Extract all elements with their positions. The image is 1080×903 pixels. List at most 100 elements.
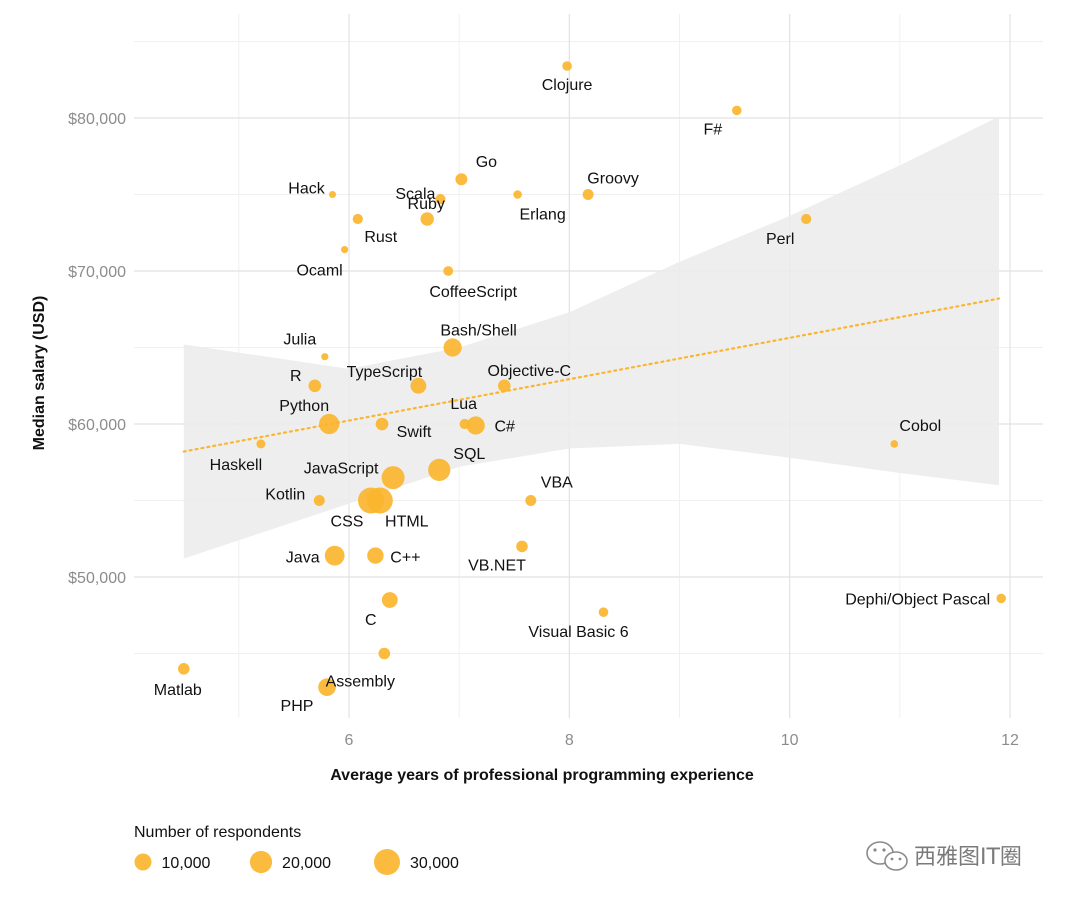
data-point	[455, 173, 468, 186]
point-label: Clojure	[542, 77, 593, 94]
point-label: JavaScript	[304, 461, 379, 478]
grid-major	[134, 14, 1043, 718]
data-point	[318, 678, 336, 696]
data-point	[443, 266, 454, 276]
y-tick-label: $60,000	[68, 417, 126, 434]
data-point	[801, 213, 812, 225]
data-point	[410, 377, 427, 394]
point-label: C	[365, 612, 377, 629]
size-legend: Number of respondents 10,000 20,000 30,000	[134, 824, 459, 875]
data-point	[732, 105, 742, 116]
x-tick-label: 12	[1001, 732, 1019, 749]
data-point	[513, 190, 522, 199]
confidence-band	[183, 116, 1000, 559]
point-label: Perl	[766, 231, 794, 248]
y-tick-label: $80,000	[68, 111, 126, 128]
data-point	[381, 592, 398, 608]
data-point	[366, 487, 393, 514]
data-point	[341, 246, 349, 254]
point-label: TypeScript	[347, 364, 423, 381]
point-label: Ocaml	[296, 263, 342, 280]
data-point	[890, 440, 899, 448]
x-tick-label: 10	[781, 732, 799, 749]
legend-title: Number of respondents	[134, 824, 301, 841]
point-label: Go	[476, 154, 497, 171]
point-label: Bash/Shell	[440, 323, 517, 340]
point-label: Haskell	[210, 457, 262, 474]
data-point	[435, 194, 446, 205]
point-label: Groovy	[587, 171, 639, 188]
legend-item-label: 20,000	[282, 855, 331, 872]
watermark-text: 西雅图IT圈	[914, 845, 1022, 870]
point-label: F#	[703, 121, 722, 138]
point-label: SQL	[453, 446, 485, 463]
data-point	[329, 191, 336, 198]
legend-swatch	[249, 850, 273, 874]
data-point	[516, 540, 528, 553]
data-point	[582, 189, 594, 200]
data-point	[319, 413, 340, 435]
data-point	[443, 338, 462, 357]
x-tick-label: 6	[345, 732, 354, 749]
data-point	[466, 416, 485, 435]
point-label: Objective-C	[488, 363, 572, 380]
data-point	[375, 417, 389, 431]
data-point	[256, 439, 266, 449]
watermark: 西雅图IT圈	[866, 841, 1022, 871]
wechat-icon	[866, 841, 908, 871]
y-axis-title: Median salary (USD)	[31, 296, 48, 451]
data-point	[313, 495, 325, 506]
point-label: C++	[390, 550, 420, 567]
point-label: Java	[286, 550, 320, 567]
data-point	[321, 353, 329, 361]
point-label: Scala	[395, 186, 435, 203]
data-point	[378, 647, 391, 660]
x-axis-ticks: 6 8 10 12	[345, 732, 1019, 749]
point-label: CSS	[331, 514, 364, 531]
point-label: Cobol	[899, 418, 941, 435]
data-point	[308, 379, 322, 393]
point-label: VB.NET	[468, 557, 526, 574]
legend-swatch	[134, 853, 152, 871]
legend-swatch	[374, 849, 400, 875]
data-point	[598, 607, 609, 617]
point-label: VBA	[541, 475, 573, 492]
legend-item-label: 30,000	[410, 855, 459, 872]
data-point	[420, 212, 434, 226]
point-label: Visual Basic 6	[528, 624, 628, 641]
point-label: Ruby	[408, 196, 445, 213]
data-point	[381, 466, 405, 490]
point-label: Python	[279, 398, 329, 415]
data-point	[352, 213, 363, 225]
point-label: R	[290, 368, 302, 385]
data-points	[178, 61, 1006, 696]
x-tick-label: 8	[565, 732, 574, 749]
y-tick-label: $70,000	[68, 264, 126, 281]
point-label: CoffeeScript	[429, 284, 517, 301]
point-label: PHP	[281, 698, 314, 715]
y-axis-ticks: $50,000 $60,000 $70,000 $80,000	[68, 111, 126, 587]
point-label: Lua	[450, 396, 477, 413]
data-point	[367, 547, 384, 564]
point-label: Julia	[283, 332, 316, 349]
point-label: Erlang	[519, 207, 565, 224]
data-point	[562, 61, 572, 71]
data-point	[178, 663, 190, 675]
point-label: Swift	[397, 424, 432, 441]
legend-item-label: 10,000	[162, 855, 211, 872]
x-axis-title: Average years of professional programmin…	[330, 767, 754, 784]
point-label: HTML	[385, 514, 429, 531]
point-label: Matlab	[154, 682, 202, 699]
data-point	[428, 458, 451, 481]
data-point	[525, 495, 537, 506]
data-point	[324, 545, 345, 566]
point-label: Assembly	[326, 674, 395, 691]
point-label: Dephi/Object Pascal	[845, 591, 990, 608]
point-labels: Clojure F# Hack Scala Go Groovy Erlang Rust Ruby…	[154, 77, 990, 715]
y-tick-label: $50,000	[68, 570, 126, 587]
point-label: Hack	[288, 181, 325, 198]
point-label: Kotlin	[265, 487, 305, 504]
point-label: Rust	[364, 229, 397, 246]
data-point	[498, 379, 511, 393]
